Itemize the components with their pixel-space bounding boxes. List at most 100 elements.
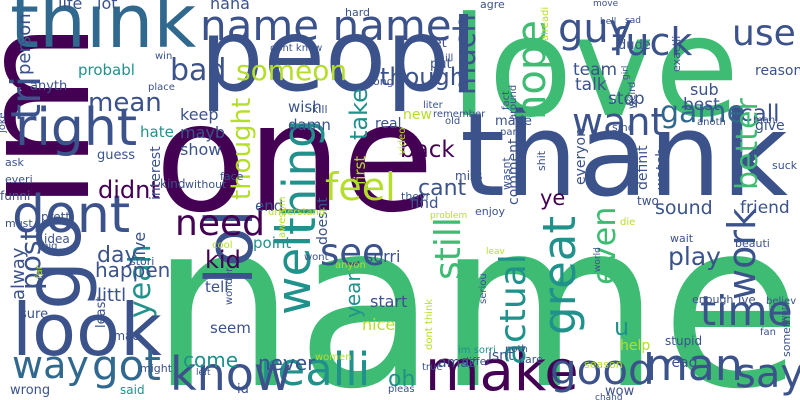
word-dont-know: dont know [270,43,322,54]
word-awesom: awesom [277,196,288,238]
word-everyon: everyon [573,128,589,185]
word-keep: keep [180,105,219,124]
word-say: say [735,351,800,397]
word-real: real [375,116,402,132]
word-understand: understand [268,207,325,218]
word-yeah: yeah [123,244,158,318]
word-agre: agre [480,0,505,11]
word-work: work [720,208,764,300]
word-guess: guess [97,148,135,163]
word-put: put [430,57,452,72]
word-start: start [370,292,407,311]
word-wow: wow [605,384,635,399]
word-care: care [519,353,543,366]
word-women: women [315,352,352,363]
word-mani: mani [753,115,778,126]
word-wrong: wrong [10,383,50,398]
word-kid: kid [205,246,241,274]
word-everi: everi [5,173,33,186]
word-reason: reason [755,63,800,79]
word-comment: comment [506,138,522,205]
word-anyon: anyon [335,260,366,271]
word-without: without [185,178,227,191]
word-oh: oh [388,367,415,392]
word-liter: liter [423,100,444,111]
word-want: want [572,100,665,144]
word-isnt: isnt [488,348,514,364]
word-kind: kind [160,177,186,191]
word-wait: wait [670,232,694,245]
word-ill: ill [445,53,453,64]
word-haha: haha [210,0,250,13]
word-peopl: peopl [200,0,477,114]
word-big: big [42,241,57,252]
word-left: left [196,368,211,378]
word-give: give [755,118,785,134]
word-probabl: probabl [78,61,135,79]
word-someon: someon [236,54,347,87]
word-place: place [148,82,175,93]
word-far: far [34,264,45,279]
word-hate: hate [140,123,174,141]
word-stop: stop [608,89,645,109]
word-best: best [683,95,720,115]
word-take: take [345,88,373,140]
word-lol: lol [193,209,268,285]
word-long: long [370,75,394,88]
word-true: true [422,362,443,373]
word-season: season [584,358,623,371]
word-cant: cant [418,176,467,201]
word-use: use [732,13,796,54]
word-face: face [220,170,244,183]
word-least: least [94,297,109,328]
word-might: might [140,362,173,375]
word-suck: suck [772,159,798,172]
word-sad: sad [625,16,641,26]
word-didnt: didnt [98,176,160,204]
word-exactli: exactli [670,36,683,72]
word-problem: problem [430,211,467,221]
word-definit: definit [635,145,651,190]
word-anoth: anoth [697,117,726,128]
word-let: let [430,36,447,51]
word-first: first [351,156,369,185]
word-realli: realli [260,343,370,396]
word-fact: fact [501,91,512,110]
word-seem: seem [210,319,251,337]
word-ok: ok [625,97,637,108]
word-much: much [448,14,482,95]
word-pleas: pleas [388,384,415,395]
word-said: said [120,383,145,397]
word-still: still [428,217,469,280]
word-year: year [341,273,365,318]
word-find: find [410,194,438,212]
word-sound: sound [655,197,713,219]
word-bad: bad [170,53,226,88]
word-play: play [668,242,721,271]
word-day: day [97,243,137,268]
word-wish: wish [288,98,322,116]
word-go: go [9,213,99,310]
word-move: move [593,0,619,9]
word-damn: damn [288,116,331,134]
word-chang: chang [595,393,623,400]
word-one: one [155,72,434,246]
word-lmao: lmao [110,329,140,343]
word-wasnt: wasnt [500,157,513,190]
word-im-sorri: im sorri [458,345,496,356]
word-nice: nice [362,315,395,334]
word-even: even [585,206,623,285]
word-littl: littl [97,285,126,306]
word-name-name: name name [200,1,452,50]
word-idea: idea [44,232,70,246]
word-theyr: theyr [401,190,431,203]
word-id: id [237,382,249,397]
word-thing: thing [273,119,326,235]
word-see: see [320,231,385,274]
word-girl: girl [621,66,631,80]
word-dont: dont [12,185,130,245]
word-alreadi: alreadi [540,7,551,41]
word-never: never [258,351,316,375]
